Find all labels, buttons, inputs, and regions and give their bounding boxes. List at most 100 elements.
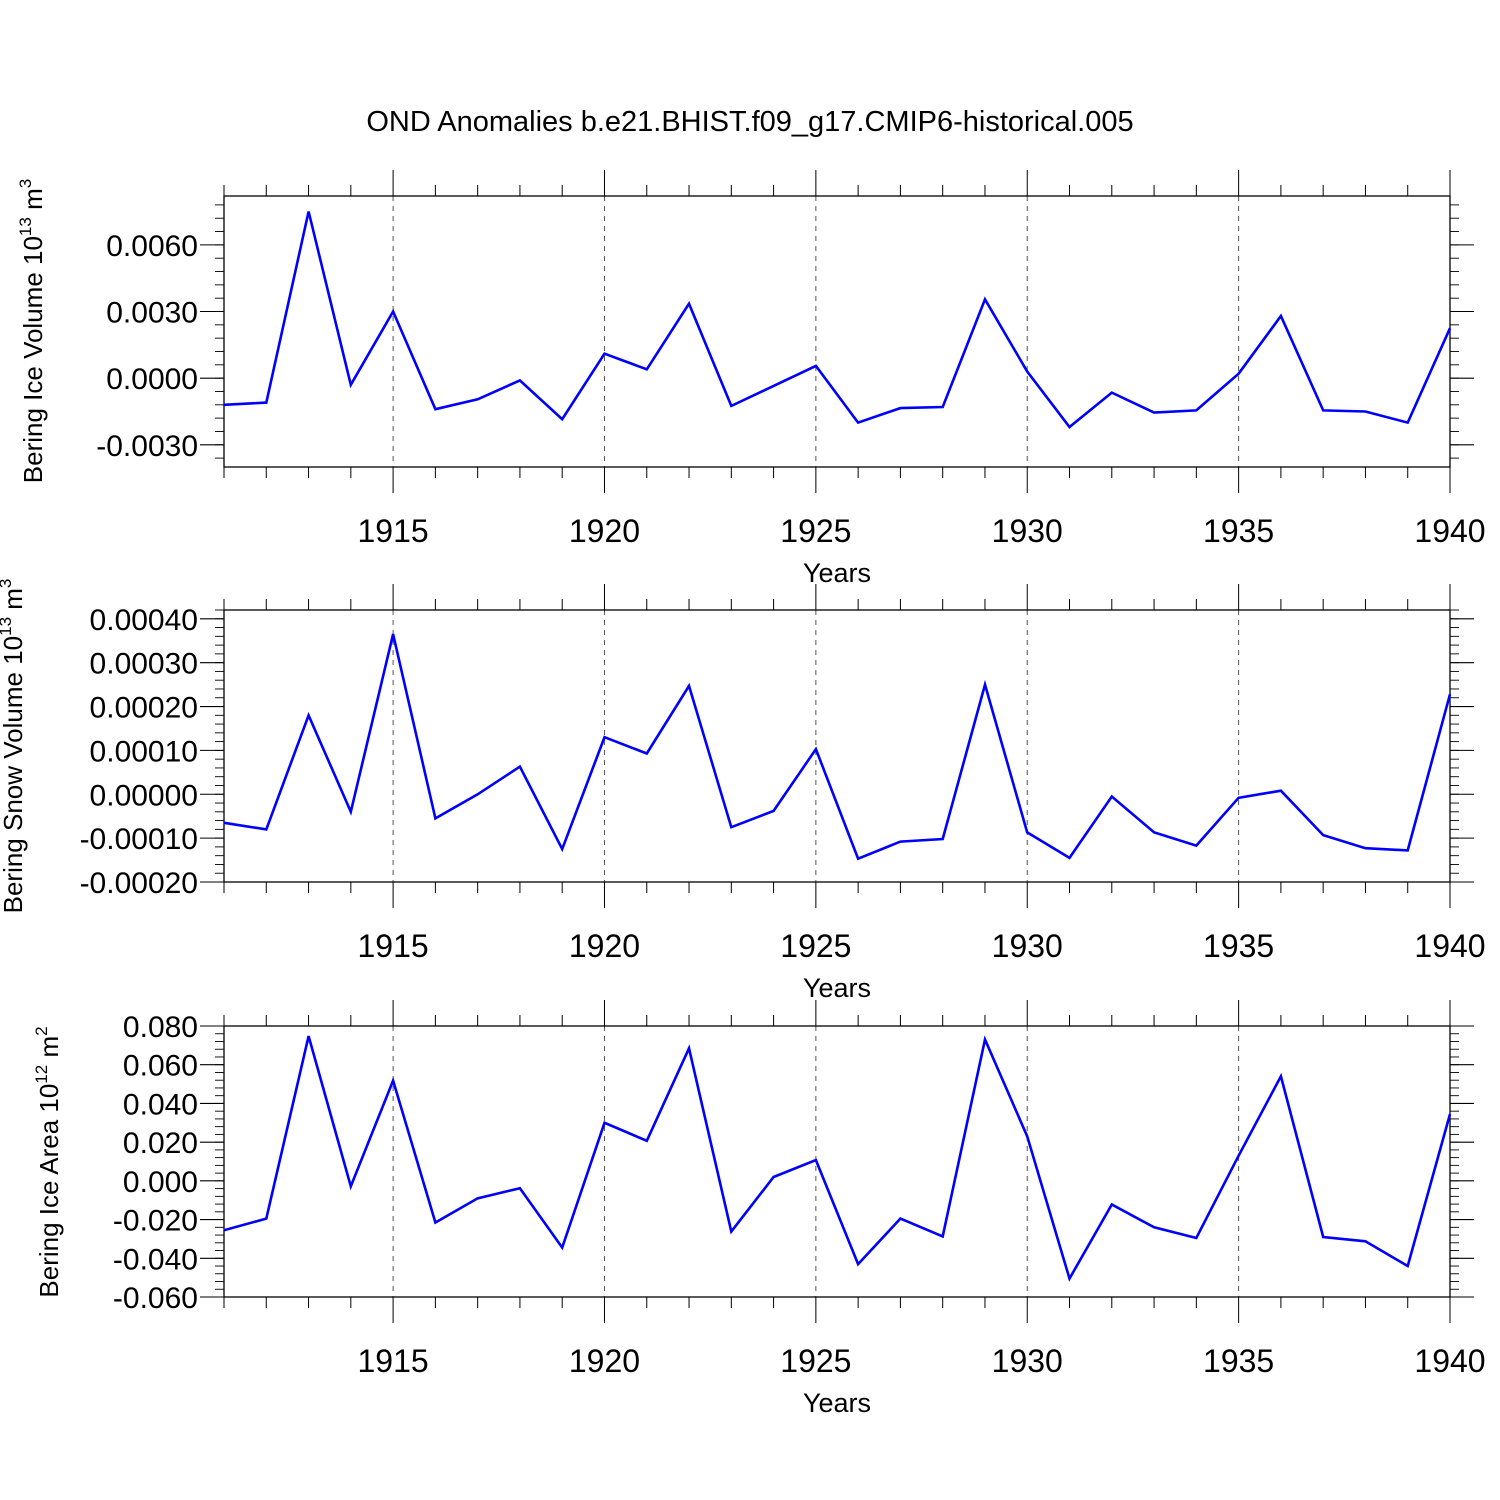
y-tick-label: 0.060 — [123, 1050, 198, 1083]
y-axis-label: Bering Ice Area 1012 m2 — [32, 1026, 64, 1297]
data-point — [307, 1035, 309, 1037]
y-tick-label: -0.00010 — [80, 823, 198, 856]
data-point — [1195, 409, 1197, 411]
data-point — [392, 633, 394, 635]
data-point — [476, 398, 478, 400]
x-tick-label: 1925 — [780, 513, 851, 549]
data-point — [772, 1176, 774, 1178]
data-point — [519, 1187, 521, 1189]
x-tick-label: 1935 — [1203, 1343, 1274, 1379]
data-point — [646, 368, 648, 370]
data-point — [1322, 409, 1324, 411]
data-point — [434, 817, 436, 819]
y-tick-label: -0.0030 — [96, 430, 198, 463]
y-label-unit: m — [0, 588, 28, 617]
series-line — [223, 1035, 1452, 1282]
y-label-unit-exponent: 2 — [32, 1026, 51, 1035]
x-tick-label: 1930 — [992, 1343, 1063, 1379]
data-point — [730, 1230, 732, 1232]
data-point — [941, 406, 943, 408]
data-point — [1237, 373, 1239, 375]
y-tick-label: 0.020 — [123, 1127, 198, 1160]
x-tick-label: 1930 — [992, 513, 1063, 549]
data-point — [688, 685, 690, 687]
y-axis-label: Bering Ice Volume 1013 m3 — [16, 179, 48, 483]
data-point — [1449, 693, 1451, 695]
y-tick-label: -0.040 — [113, 1243, 198, 1276]
y-label-unit-exponent: 3 — [16, 179, 35, 188]
data-point — [1111, 391, 1113, 393]
x-axis-label: Years — [803, 973, 871, 1003]
data-point — [1237, 797, 1239, 799]
y-tick-label: 0.0030 — [106, 297, 198, 330]
data-point — [223, 1229, 225, 1231]
y-tick-label: 0.00030 — [90, 648, 198, 681]
x-tick-label: 1915 — [358, 928, 429, 964]
data-point — [1026, 370, 1028, 372]
data-point — [815, 365, 817, 367]
y-tick-label: 0.080 — [123, 1011, 198, 1044]
data-point — [561, 1246, 563, 1248]
chart-panel-2: -0.00020 -0.00010 0.00000 0.00010 0.00020 0.0… — [0, 579, 1486, 1003]
data-point — [265, 1217, 267, 1219]
data-point — [603, 353, 605, 355]
data-point — [1407, 421, 1409, 423]
data-point — [941, 838, 943, 840]
y-label-exponent: 12 — [32, 1065, 51, 1084]
y-tick-label: -0.020 — [113, 1205, 198, 1238]
chart-panel-1: -0.0030 0.0000 0.0030 0.0060 1915 1920 1925 193… — [16, 170, 1486, 588]
y-label-unit: m — [34, 1036, 64, 1065]
data-point — [1153, 831, 1155, 833]
data-point — [688, 1047, 690, 1049]
data-point — [1407, 849, 1409, 851]
y-tick-label: 0.00000 — [90, 779, 198, 812]
data-point — [1449, 1113, 1451, 1115]
x-tick-label: 1915 — [358, 1343, 429, 1379]
x-tick-label: 1925 — [780, 1343, 851, 1379]
data-point — [646, 752, 648, 754]
data-point — [1280, 315, 1282, 317]
x-tick-label: 1940 — [1414, 928, 1485, 964]
x-tick-label: 1920 — [569, 1343, 640, 1379]
plot-frame — [223, 1025, 1451, 1298]
y-tick-label: 0.040 — [123, 1088, 198, 1121]
data-point — [857, 1263, 859, 1265]
data-point — [815, 748, 817, 750]
series-line — [223, 633, 1452, 861]
data-point — [1111, 795, 1113, 797]
data-point — [984, 683, 986, 685]
data-point — [1026, 1135, 1028, 1137]
y-label-unit-exponent: 3 — [0, 579, 15, 588]
y-label-exponent: 13 — [16, 217, 35, 236]
panels: -0.0030 0.0000 0.0030 0.0060 1915 1920 1925 193… — [0, 170, 1486, 1418]
data-point — [350, 384, 352, 386]
x-tick-label: 1920 — [569, 928, 640, 964]
data-point — [815, 1159, 817, 1161]
x-axis-label: Years — [803, 1388, 871, 1418]
data-point — [772, 810, 774, 812]
x-axis-label: Years — [803, 558, 871, 588]
data-point — [307, 714, 309, 716]
x-tick-label: 1930 — [992, 928, 1063, 964]
data-point — [857, 858, 859, 860]
x-tick-label: 1915 — [358, 513, 429, 549]
data-point — [1195, 1237, 1197, 1239]
data-point — [519, 765, 521, 767]
data-point — [265, 401, 267, 403]
y-tick-label: 0.00040 — [90, 604, 198, 637]
chart-panel-3: -0.060 -0.040 -0.020 0.000 0.020 0.040 0.060 0.… — [32, 1000, 1486, 1418]
data-point — [603, 736, 605, 738]
y-label-text: Bering Ice Area 10 — [34, 1084, 64, 1298]
data-point — [265, 828, 267, 830]
data-point — [730, 826, 732, 828]
data-point — [1449, 327, 1451, 329]
data-point — [350, 811, 352, 813]
data-point — [350, 1185, 352, 1187]
data-point — [434, 1221, 436, 1223]
x-tick-label: 1935 — [1203, 928, 1274, 964]
data-point — [223, 822, 225, 824]
x-tick-label: 1935 — [1203, 513, 1274, 549]
data-point — [730, 405, 732, 407]
y-tick-label: 0.00020 — [90, 692, 198, 725]
